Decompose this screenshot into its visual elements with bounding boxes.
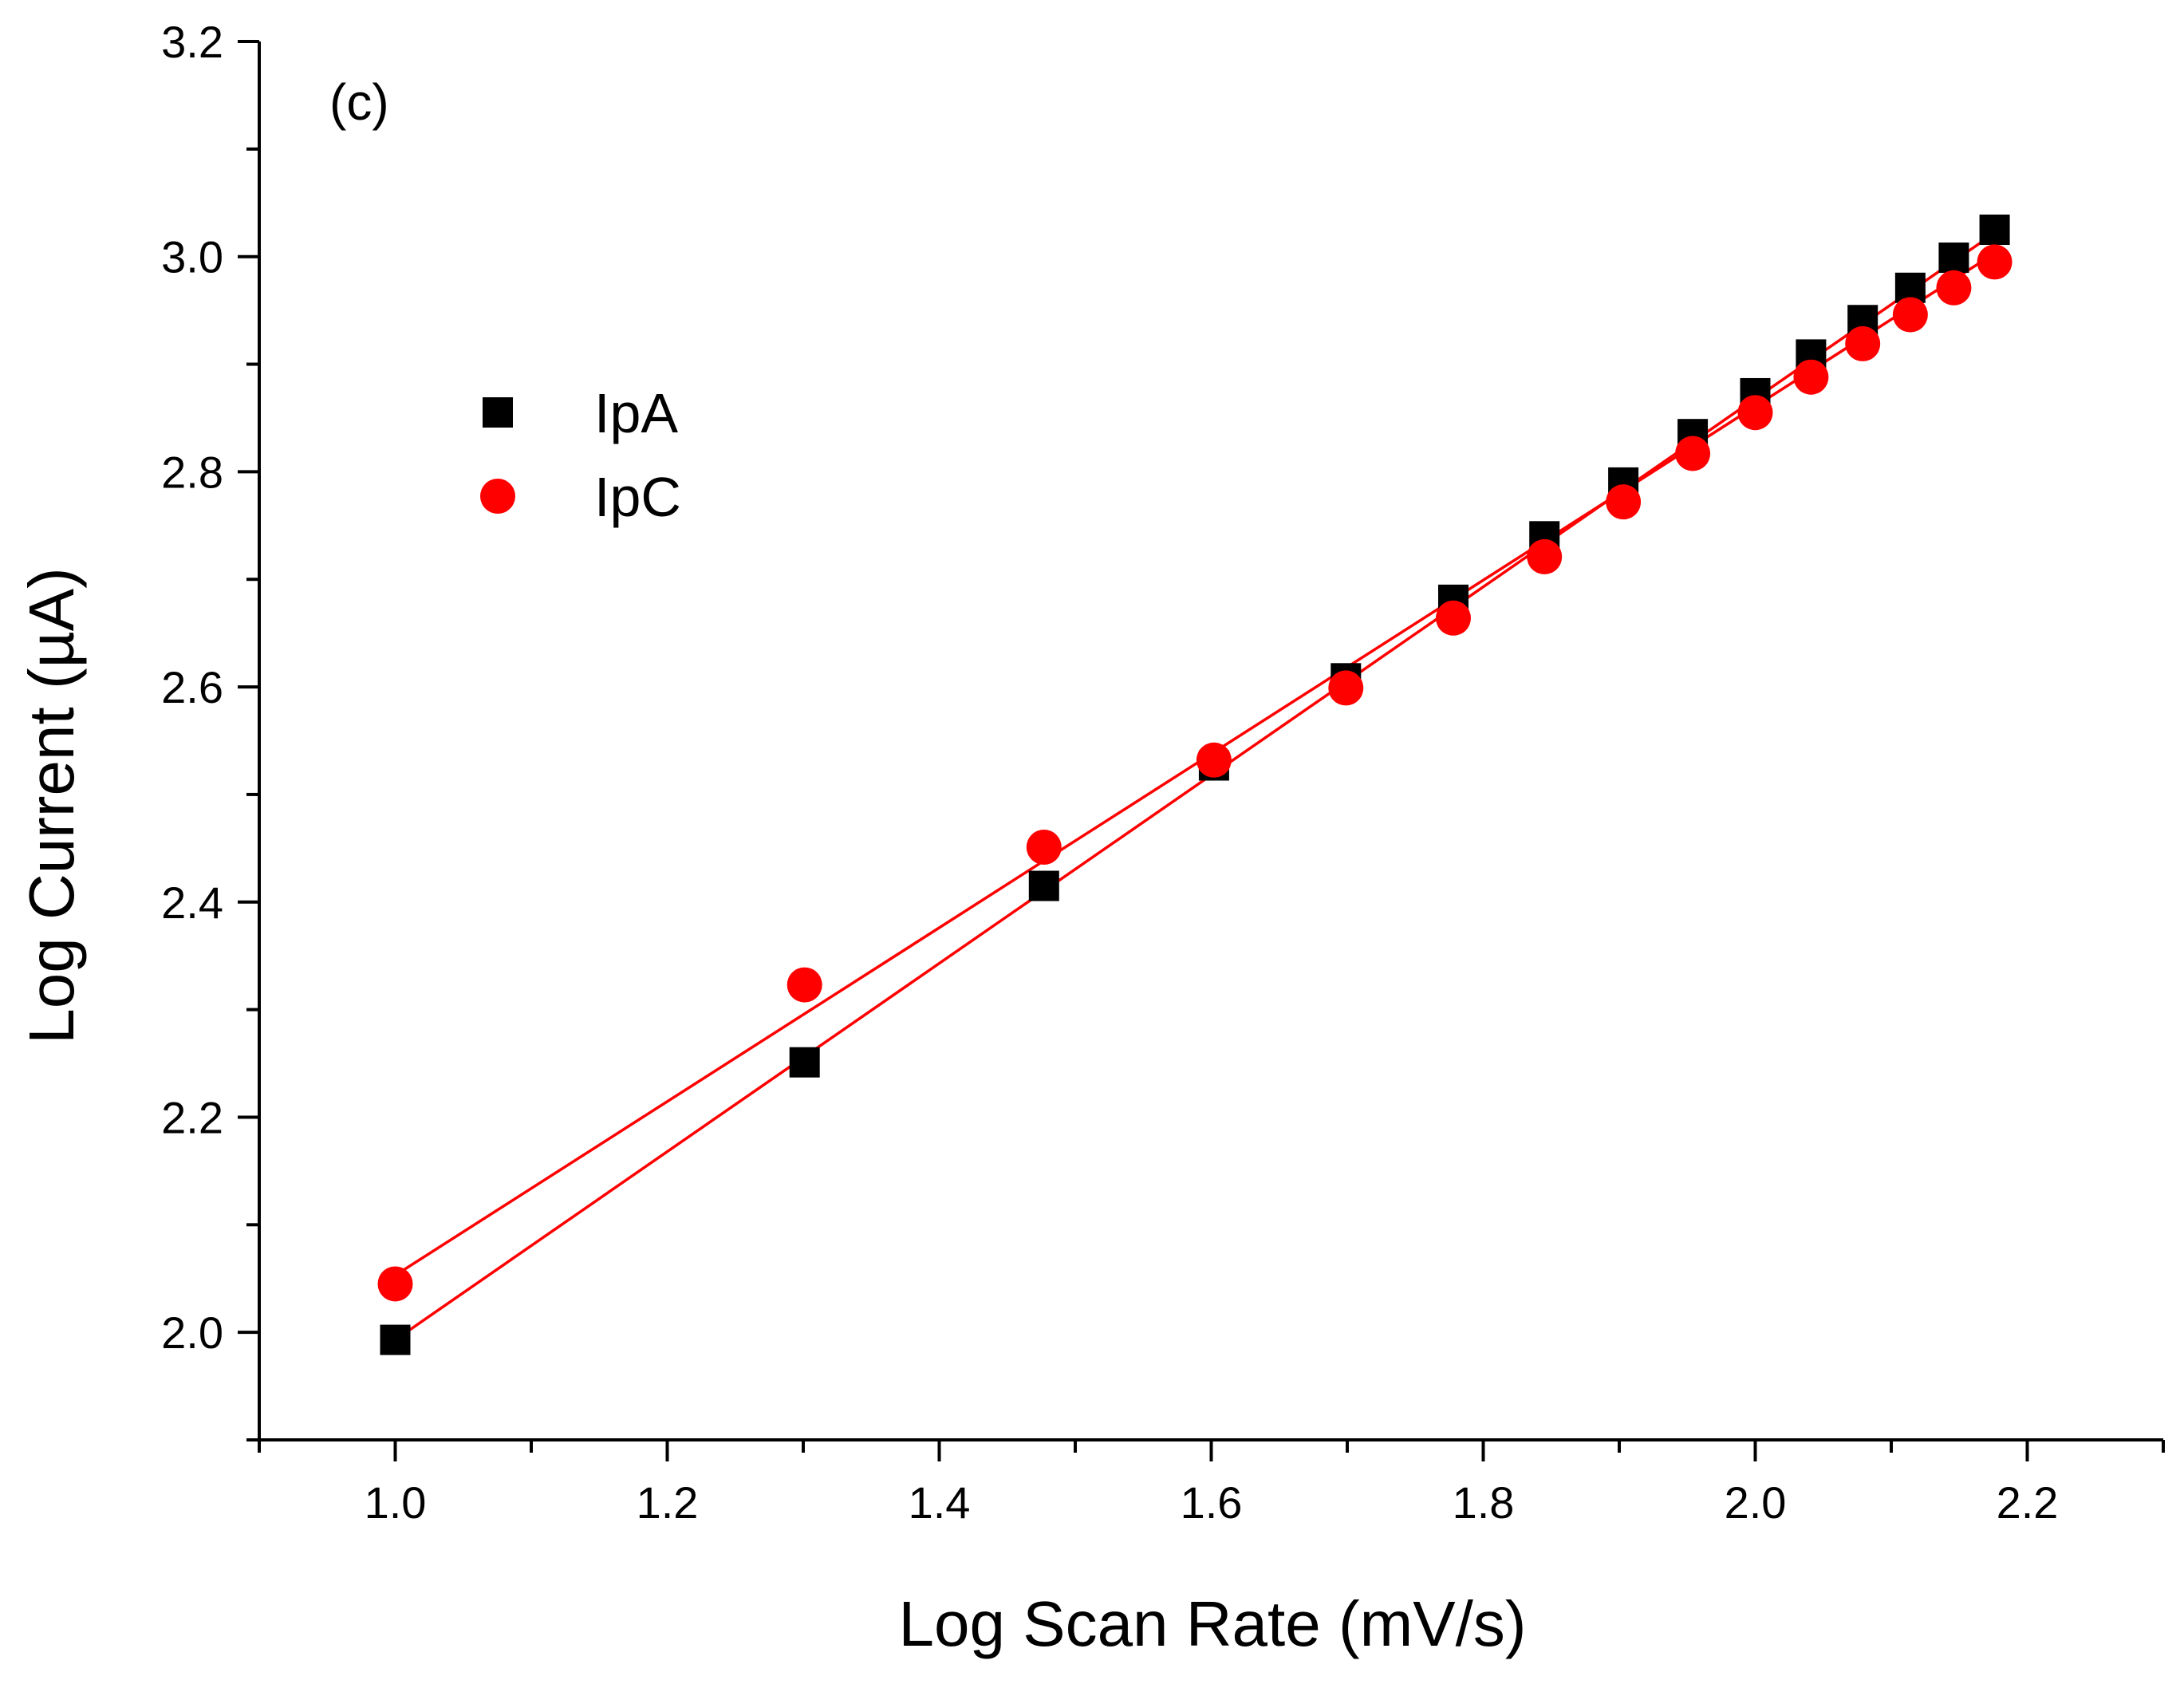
data-point-ipc: [1977, 244, 2013, 280]
data-point-ipc: [1675, 436, 1711, 471]
y-tick-label: 2.2: [161, 1092, 223, 1142]
data-point-ipa: [1938, 243, 1969, 274]
data-point-ipc: [377, 1266, 413, 1302]
x-tick-label: 1.6: [1181, 1477, 1243, 1528]
data-point-ipc: [1527, 538, 1563, 574]
data-point-ipc: [1026, 829, 1062, 865]
data-point-ipc: [1328, 670, 1364, 706]
data-point-ipc: [1936, 270, 1972, 306]
data-point-ipc: [1737, 395, 1773, 431]
data-points: [377, 214, 2013, 1355]
x-axis-title: Log Scan Rate (mV/s): [899, 1588, 1527, 1659]
y-tick-label: 3.0: [161, 232, 223, 282]
legend-label-ipc: IpC: [594, 466, 681, 528]
data-point-ipa: [380, 1324, 411, 1355]
data-point-ipa: [1028, 870, 1059, 901]
data-point-ipc: [1606, 484, 1642, 520]
x-tick-label: 2.2: [1997, 1477, 2059, 1528]
y-tick-label: 2.4: [161, 877, 223, 928]
data-point-ipc: [1793, 359, 1829, 395]
data-point-ipc: [1892, 297, 1928, 333]
fit-line-ipa: [394, 231, 1996, 1342]
x-tick-label: 2.0: [1725, 1477, 1787, 1528]
data-point-ipc: [786, 967, 822, 1003]
y-tick-label: 2.8: [161, 447, 223, 497]
data-point-ipa: [789, 1047, 820, 1078]
legend-marker-ipa: [483, 397, 513, 428]
legend-marker-ipc: [480, 479, 515, 514]
y-tick-label: 2.6: [161, 662, 223, 712]
panel-label: (c): [329, 73, 389, 131]
axes: 1.0 1.2 1.4 1.6 1.8 2.0 2.2 2.0 2.2 2.4 2.6 2.8 3.0 3…: [161, 17, 2165, 1528]
x-tick-label: 1.8: [1453, 1477, 1515, 1528]
fit-lines: [394, 231, 1996, 1342]
data-point-ipc: [1845, 325, 1881, 361]
x-tick-label: 1.2: [637, 1477, 699, 1528]
y-tick-label: 2.0: [161, 1307, 223, 1358]
legend-label-ipa: IpA: [594, 382, 678, 444]
data-point-ipc: [1435, 600, 1471, 636]
fit-line-ipc: [394, 252, 1996, 1277]
x-tick-label: 1.0: [365, 1477, 427, 1528]
y-tick-label: 3.2: [161, 17, 223, 67]
y-axis-title: Log Current (µA): [16, 567, 87, 1043]
legend: IpA IpC: [480, 382, 681, 528]
data-point-ipc: [1196, 742, 1232, 778]
data-point-ipa: [1979, 214, 2010, 245]
x-tick-label: 1.4: [909, 1477, 971, 1528]
